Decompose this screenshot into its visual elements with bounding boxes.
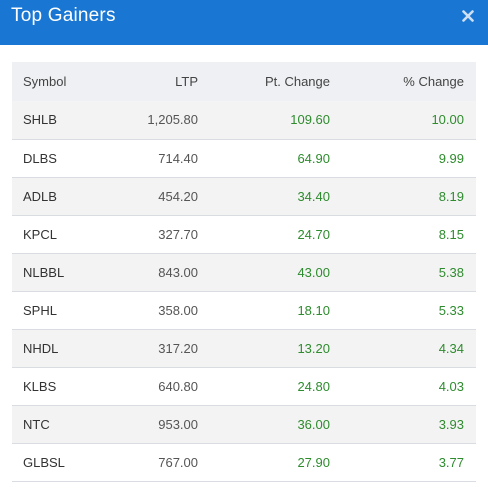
pt-change-cell: 43.00 (297, 264, 330, 280)
pct-change-cell: 4.03 (438, 378, 464, 394)
symbol-cell: SHLB (23, 112, 57, 128)
table-row[interactable]: NTC 953.00 36.00 3.93 (12, 405, 476, 443)
table-row[interactable]: DLBS 714.40 64.90 9.99 (12, 139, 476, 177)
close-button[interactable] (458, 6, 478, 26)
gainers-table: Symbol LTP Pt. Change % Change SHLB 1,20… (12, 62, 476, 482)
column-header-symbol[interactable]: Symbol (23, 74, 67, 89)
symbol-cell: NHDL (23, 340, 59, 356)
table-row[interactable]: ADLB 454.20 34.40 8.19 (12, 177, 476, 215)
modal-header: Top Gainers (0, 0, 488, 45)
table-row[interactable]: SHLB 1,205.80 109.60 10.00 (12, 101, 476, 139)
symbol-cell: GLBSL (23, 454, 65, 470)
column-header-pt-change[interactable]: Pt. Change (264, 74, 330, 89)
pt-change-cell: 34.40 (297, 188, 330, 204)
table-header-row: Symbol LTP Pt. Change % Change (12, 62, 476, 101)
pt-change-cell: 64.90 (297, 150, 330, 166)
pct-change-cell: 3.93 (438, 416, 464, 432)
pct-change-cell: 10.00 (431, 112, 464, 128)
modal-title: Top Gainers (11, 4, 116, 26)
ltp-cell: 767.00 (158, 454, 198, 470)
ltp-cell: 454.20 (158, 188, 198, 204)
symbol-cell: DLBS (23, 150, 57, 166)
ltp-cell: 1,205.80 (147, 112, 198, 128)
pt-change-cell: 24.80 (297, 378, 330, 394)
pt-change-cell: 13.20 (297, 340, 330, 356)
column-header-ltp[interactable]: LTP (175, 74, 198, 89)
pt-change-cell: 18.10 (297, 302, 330, 318)
ltp-cell: 843.00 (158, 264, 198, 280)
pct-change-cell: 3.77 (438, 454, 464, 470)
ltp-cell: 953.00 (158, 416, 198, 432)
close-icon (462, 9, 474, 22)
table-row[interactable]: KLBS 640.80 24.80 4.03 (12, 367, 476, 405)
gainers-table-wrapper: Symbol LTP Pt. Change % Change SHLB 1,20… (12, 62, 476, 482)
pt-change-cell: 24.70 (297, 226, 330, 242)
ltp-cell: 317.20 (158, 340, 198, 356)
pct-change-cell: 4.34 (438, 340, 464, 356)
column-header-pct-change[interactable]: % Change (403, 74, 464, 89)
ltp-cell: 327.70 (158, 226, 198, 242)
symbol-cell: KPCL (23, 226, 57, 242)
pt-change-cell: 36.00 (297, 416, 330, 432)
pt-change-cell: 27.90 (297, 454, 330, 470)
table-row[interactable]: KPCL 327.70 24.70 8.15 (12, 215, 476, 253)
pct-change-cell: 5.33 (438, 302, 464, 318)
symbol-cell: ADLB (23, 188, 57, 204)
table-row[interactable]: NLBBL 843.00 43.00 5.38 (12, 253, 476, 291)
pct-change-cell: 5.38 (438, 264, 464, 280)
table-row[interactable]: NHDL 317.20 13.20 4.34 (12, 329, 476, 367)
ltp-cell: 714.40 (158, 150, 198, 166)
symbol-cell: NTC (23, 416, 50, 432)
pct-change-cell: 8.15 (438, 226, 464, 242)
pct-change-cell: 8.19 (438, 188, 464, 204)
ltp-cell: 358.00 (158, 302, 198, 318)
table-row[interactable]: SPHL 358.00 18.10 5.33 (12, 291, 476, 329)
pt-change-cell: 109.60 (290, 112, 330, 128)
table-row[interactable]: GLBSL 767.00 27.90 3.77 (12, 443, 476, 481)
symbol-cell: SPHL (23, 302, 57, 318)
symbol-cell: KLBS (23, 378, 57, 394)
symbol-cell: NLBBL (23, 264, 65, 280)
pct-change-cell: 9.99 (438, 150, 464, 166)
ltp-cell: 640.80 (158, 378, 198, 394)
